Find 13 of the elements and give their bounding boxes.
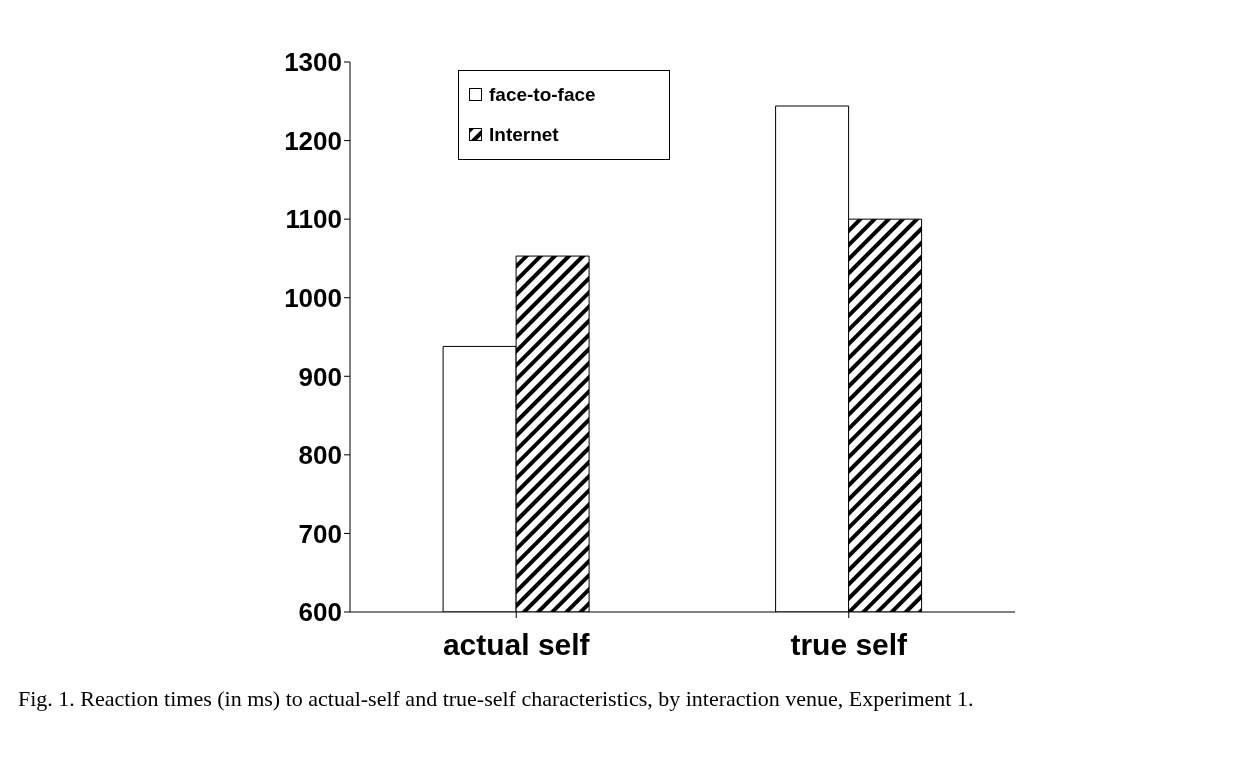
y-tick-label: 1100 [285, 204, 342, 235]
y-tick-label: 900 [298, 361, 342, 392]
y-tick-label: 600 [298, 597, 342, 628]
y-tick-label: 1200 [284, 125, 342, 156]
y-tick-label: 1000 [284, 282, 342, 313]
x-tick-label: true self [790, 628, 909, 662]
legend-label: face-to-face [489, 84, 596, 106]
y-tick-label: 700 [298, 518, 342, 549]
y-tick-label: 800 [298, 440, 342, 471]
legend-label: Internet [489, 124, 559, 146]
caption: Fig. 1. Reaction times (in ms) to actual-self and true-self characteristics, by interaction venue, Experiment 1. [17, 685, 975, 713]
y-tick-label: 1300 [284, 47, 342, 78]
x-tick-label: actual self [442, 628, 591, 662]
